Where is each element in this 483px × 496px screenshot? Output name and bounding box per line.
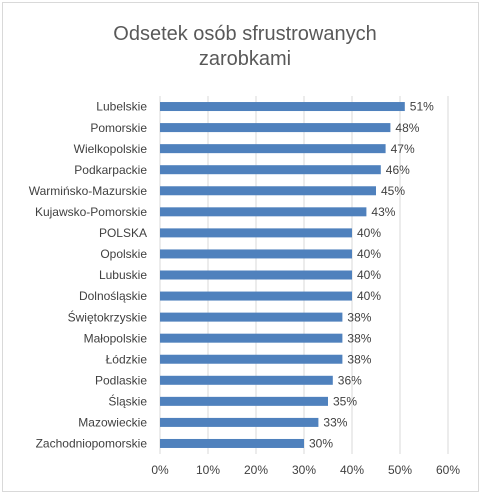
chart-title: Odsetek osób sfrustrowanych zarobkami bbox=[113, 23, 377, 70]
y-tick-label: Kujawsko-Pomorskie bbox=[35, 205, 147, 219]
bar bbox=[160, 144, 386, 154]
value-label: 48% bbox=[395, 121, 419, 135]
y-tick-label: Lubuskie bbox=[99, 268, 147, 282]
value-label: 46% bbox=[386, 163, 410, 177]
y-tick-label: Zachodniopomorskie bbox=[36, 437, 148, 451]
value-label: 38% bbox=[347, 310, 371, 324]
y-tick-label: Warmińsko-Mazurskie bbox=[29, 184, 148, 198]
bar bbox=[160, 186, 376, 196]
bar bbox=[160, 249, 352, 259]
value-label: 40% bbox=[357, 289, 381, 303]
value-label: 35% bbox=[333, 395, 357, 409]
chart-border bbox=[2, 2, 479, 492]
x-tick-label: 0% bbox=[151, 463, 169, 477]
bar bbox=[160, 165, 381, 175]
value-label: 38% bbox=[347, 352, 371, 366]
bar bbox=[160, 228, 352, 238]
x-tick-label: 20% bbox=[244, 463, 268, 477]
y-tick-label: Podlaskie bbox=[95, 373, 147, 387]
bar bbox=[160, 312, 343, 322]
x-tick-label: 10% bbox=[196, 463, 220, 477]
y-tick-label: Małopolskie bbox=[84, 331, 148, 345]
x-tick-label: 60% bbox=[436, 463, 460, 477]
y-tick-label: Świętokrzyskie bbox=[68, 309, 148, 324]
y-tick-label: Lubelskie bbox=[96, 100, 147, 114]
bar bbox=[160, 333, 343, 343]
y-tick-label: Mazowieckie bbox=[78, 416, 147, 430]
bar bbox=[160, 207, 367, 217]
value-label: 47% bbox=[391, 142, 415, 156]
y-tick-label: Śląskie bbox=[108, 394, 147, 409]
value-label: 30% bbox=[309, 437, 333, 451]
y-tick-label: Podkarpackie bbox=[74, 163, 147, 177]
y-tick-label: Łódzkie bbox=[106, 352, 148, 366]
value-label: 45% bbox=[381, 184, 405, 198]
value-label: 36% bbox=[338, 373, 362, 387]
y-tick-label: Pomorskie bbox=[90, 121, 147, 135]
y-tick-label: Dolnośląskie bbox=[79, 289, 147, 303]
bar bbox=[160, 102, 405, 112]
value-label: 40% bbox=[357, 247, 381, 261]
bar bbox=[160, 396, 328, 406]
bar bbox=[160, 375, 333, 385]
y-tick-label: Opolskie bbox=[100, 247, 147, 261]
x-tick-label: 50% bbox=[388, 463, 412, 477]
x-tick-label: 30% bbox=[292, 463, 316, 477]
bar bbox=[160, 291, 352, 301]
value-label: 33% bbox=[323, 416, 347, 430]
y-tick-label: POLSKA bbox=[99, 226, 147, 240]
value-label: 51% bbox=[410, 100, 434, 114]
bar bbox=[160, 123, 391, 133]
bar bbox=[160, 438, 304, 448]
bar bbox=[160, 417, 319, 427]
y-tick-label: Wielkopolskie bbox=[74, 142, 148, 156]
x-tick-label: 40% bbox=[340, 463, 364, 477]
value-label: 43% bbox=[371, 205, 395, 219]
bar bbox=[160, 354, 343, 364]
bar bbox=[160, 270, 352, 280]
value-label: 40% bbox=[357, 226, 381, 240]
value-label: 38% bbox=[347, 331, 371, 345]
value-label: 40% bbox=[357, 268, 381, 282]
